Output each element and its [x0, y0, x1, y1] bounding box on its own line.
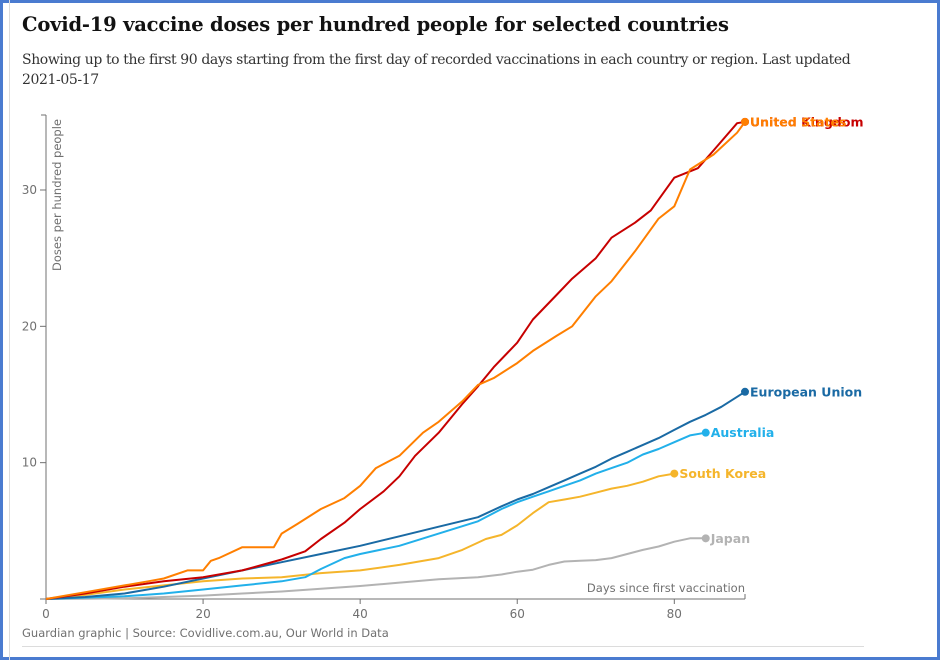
end-marker-european-union	[741, 387, 749, 396]
x-tick-label: 80	[667, 607, 682, 621]
end-label-european-union: European Union	[750, 384, 862, 399]
series-line-united-kingdom	[45, 120, 746, 600]
x-tick-label: 60	[510, 607, 525, 621]
series-lines	[45, 120, 746, 600]
end-marker-australia	[701, 428, 710, 437]
axes: 10 20 30 Doses per hundred people 0 20 40 60 80 D…	[22, 114, 746, 621]
series-line-australia	[45, 431, 706, 600]
end-marker-south-korea	[670, 469, 679, 478]
end-label-united-states: United States	[750, 114, 846, 129]
series-line-european-union	[45, 390, 746, 600]
end-label-united-kingdom: United Kingdom	[750, 114, 863, 129]
end-label-australia: Australia	[711, 425, 775, 440]
series-line-united-states	[45, 121, 746, 600]
y-tick-label: 10	[22, 456, 37, 470]
x-tick-label: 20	[195, 607, 210, 621]
chart-subtitle: Showing up to the first 90 days starting…	[22, 52, 851, 88]
x-tick-label: 40	[353, 607, 368, 621]
end-label-japan: Japan	[710, 531, 750, 546]
series-line-japan	[45, 537, 706, 600]
end-marker-japan	[701, 534, 710, 543]
series-line-south-korea	[45, 472, 675, 600]
y-tick-label: 20	[22, 319, 37, 333]
end-label-south-korea: South Korea	[679, 466, 766, 481]
y-tick-label: 30	[22, 183, 37, 197]
end-marker-united-states	[741, 117, 749, 126]
chart-title: Covid-19 vaccine doses per hundred peopl…	[22, 13, 729, 36]
footer-rule	[22, 646, 864, 647]
x-axis-title: Days since first vaccination	[587, 581, 745, 595]
x-tick-label: 0	[42, 607, 50, 621]
y-axis-title: Doses per hundred people	[50, 119, 64, 271]
source-credit: Guardian graphic | Source: Covidlive.com…	[22, 626, 389, 640]
left-rule	[9, 0, 10, 660]
